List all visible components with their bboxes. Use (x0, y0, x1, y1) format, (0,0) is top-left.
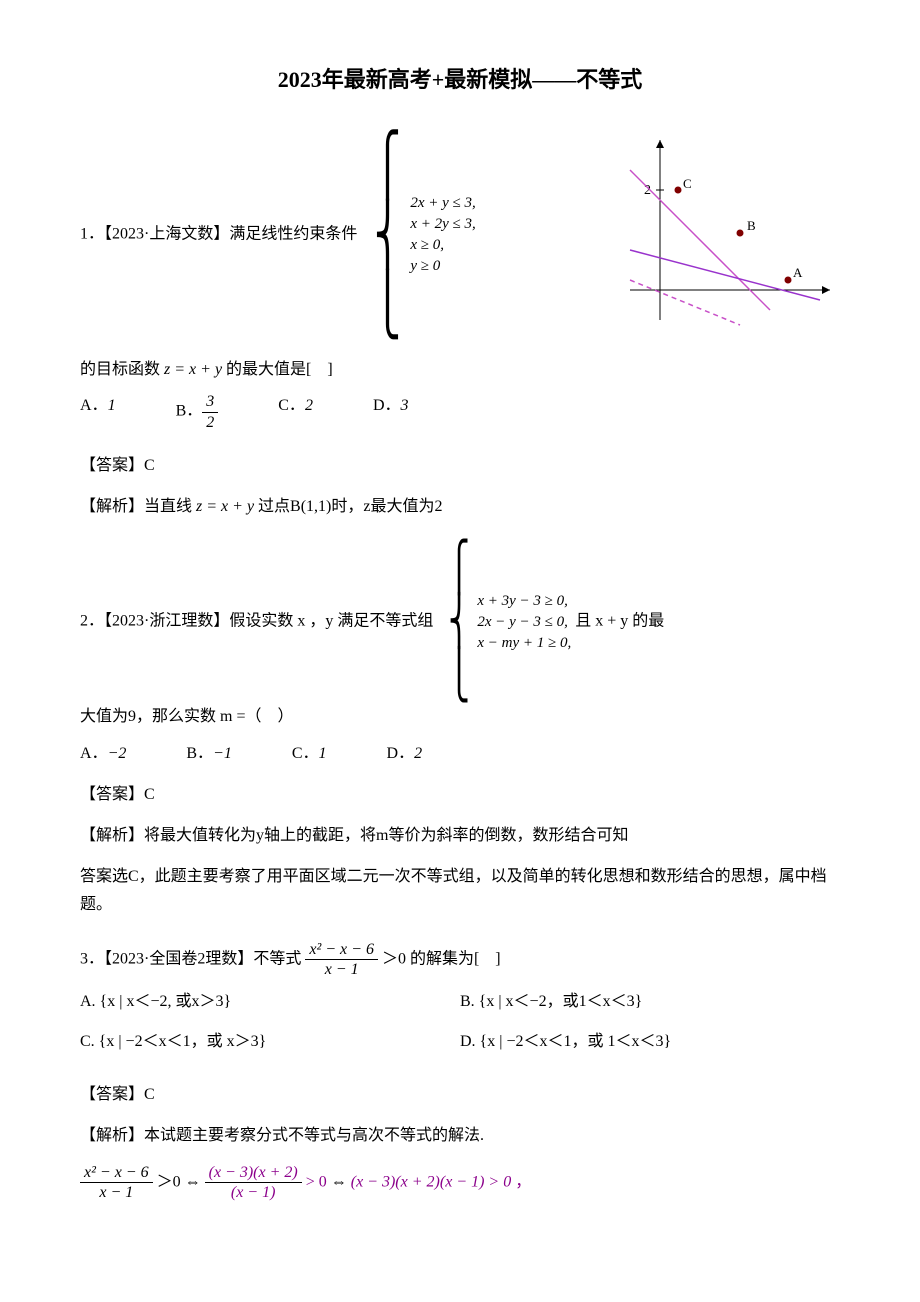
q3-answer: 【答案】C (80, 1081, 840, 1110)
q1-prefix: 1．【2023·上海文数】满足线性约束条件 (80, 225, 357, 242)
q3-analysis: 【解析】本试题主要考察分式不等式与高次不等式的解法. (80, 1122, 840, 1151)
q2-prefix: 2．【2023·浙江理数】假设实数 x ，y 满足不等式组 (80, 613, 433, 630)
graph-label-c: C (683, 176, 692, 191)
question-2: 2．【2023·浙江理数】假设实数 x ，y 满足不等式组 ⎧⎨⎩ x + 3y… (80, 541, 840, 920)
q1-c3: x ≥ 0, (410, 235, 475, 256)
q2-analysis2: 答案选C，此题主要考察了用平面区域二元一次不等式组，以及简单的转化思想和数形结合… (80, 863, 840, 921)
q2-c2: 2x − y − 3 ≤ 0, (477, 612, 571, 633)
q3-equation: x² − x − 6 x − 1 ＞0 ⇔ (x − 3)(x + 2) (x … (80, 1163, 840, 1202)
q1-c2: x + 2y ≤ 3, (410, 214, 475, 235)
q3-opt-d: D. {x | −2＜x＜1，或 1＜x＜3} (460, 1028, 840, 1057)
q1-graph: 2 C B A (620, 130, 840, 330)
q2-constraints: ⎧⎨⎩ x + 3y − 3 ≥ 0, 2x − y − 3 ≤ 0, x − … (441, 541, 571, 703)
q2-opt-d: 2 (414, 745, 422, 762)
q1-options: A．1 B．32 C．2 D．3 (80, 392, 600, 431)
q2-suffix: 且 x + y 的最 (575, 613, 664, 630)
q3-suffix: ＞0 的解集为[ ] (382, 951, 501, 968)
q3-eq-mid-den: (x − 1) (205, 1183, 302, 1202)
q2-answer: 【答案】C (80, 781, 840, 810)
q3-eq-lhs-den: x − 1 (80, 1183, 153, 1202)
question-3: 3．【2023·全国卷2理数】不等式 x² − x − 6 x − 1 ＞0 的… (80, 940, 840, 1202)
q3-eq-rhs: (x − 3)(x + 2)(x − 1) > 0 (351, 1173, 511, 1190)
question-1: 1．【2023·上海文数】满足线性约束条件 ⎧⎨⎩ 2x + y ≤ 3, x … (80, 130, 840, 522)
q3-eq-lhs-num: x² − x − 6 (80, 1163, 153, 1183)
q1-opt-b-num: 3 (202, 392, 218, 412)
q2-opt-b: −1 (213, 745, 232, 762)
q2-line2: 大值为9，那么实数 m =（ ） (80, 703, 840, 732)
q1-constraints: ⎧⎨⎩ 2x + y ≤ 3, x + 2y ≤ 3, x ≥ 0, y ≥ 0 (365, 130, 475, 340)
q1-answer: 【答案】C (80, 452, 840, 481)
q2-c3: x − my + 1 ≥ 0, (477, 633, 571, 654)
q1-obj-a: 的目标函数 (80, 361, 164, 378)
q2-c1: x + 3y − 3 ≥ 0, (477, 591, 571, 612)
q1-c4: y ≥ 0 (410, 256, 475, 277)
q1-analysis: 【解析】当直线 z = x + y 过点B(1,1)时，z最大值为2 (80, 493, 840, 522)
q3-opt-c: C. {x | −2＜x＜1，或 x＞3} (80, 1028, 460, 1057)
q3-frac-den: x − 1 (305, 960, 378, 979)
q3-options: A. {x | x＜−2, 或x＞3} B. {x | x＜−2，或1＜x＜3}… (80, 988, 840, 1070)
q1-opt-c: 2 (305, 397, 313, 414)
graph-label-b: B (747, 218, 756, 233)
q3-eq-mid-num: (x − 3)(x + 2) (205, 1163, 302, 1183)
q1-analysis-pre: 【解析】当直线 (80, 498, 196, 515)
q1-opt-b-den: 2 (202, 413, 218, 432)
q3-prefix: 3．【2023·全国卷2理数】不等式 (80, 951, 301, 968)
q2-opt-c: 1 (319, 745, 327, 762)
q3-opt-a: A. {x | x＜−2, 或x＞3} (80, 988, 460, 1017)
q2-analysis1: 【解析】将最大值转化为y轴上的截距，将m等价为斜率的倒数，数形结合可知 (80, 822, 840, 851)
q1-opt-d: 3 (401, 397, 409, 414)
q1-obj-math: z = x + y (164, 361, 222, 378)
page-title: 2023年最新高考+最新模拟——不等式 (80, 60, 840, 100)
q1-c1: 2x + y ≤ 3, (410, 193, 475, 214)
q1-obj-b: 的最大值是[ ] (226, 361, 333, 378)
q2-options: A．−2 B．−1 C．1 D．2 (80, 740, 840, 769)
q2-opt-a: −2 (108, 745, 127, 762)
q1-analysis-post: 过点B(1,1)时，z最大值为2 (258, 498, 442, 515)
q3-frac-num: x² − x − 6 (305, 940, 378, 960)
graph-label-a: A (793, 265, 803, 280)
q1-opt-a: 1 (108, 397, 116, 414)
q1-analysis-math: z = x + y (196, 498, 254, 515)
q3-opt-b: B. {x | x＜−2，或1＜x＜3} (460, 988, 840, 1017)
